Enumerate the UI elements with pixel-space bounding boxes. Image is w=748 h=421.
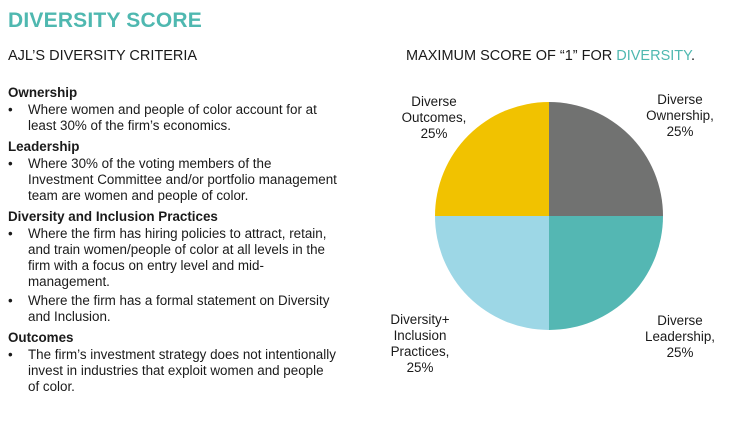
slice-label-line: Leadership, [645, 329, 715, 344]
slice-label: Diverse Ownership, 25% [646, 92, 714, 139]
criteria-heading: AJL’S DIVERSITY CRITERIA [8, 48, 198, 64]
slice-label-line: Diverse [657, 92, 702, 107]
chart-heading-suffix: . [690, 48, 695, 64]
bullet-text: The firm’s investment strategy does not … [28, 347, 336, 394]
criteria-outcomes: Outcomes • The firm’s investment strategy… [8, 330, 338, 395]
slice-label-line: Diverse [657, 313, 702, 328]
section-title: Ownership [8, 85, 78, 100]
slice-label-line: Outcomes, [402, 110, 467, 125]
bullet-text: Where women and people of color account … [28, 102, 317, 133]
slice-label: Diverse Outcomes, 25% [402, 94, 467, 141]
bullet-text: Where 30% of the voting members of the I… [28, 156, 337, 203]
pie-slice-diverse-leadership [549, 216, 663, 330]
slice-label-line: Diversity+ [390, 312, 449, 327]
slice-label-line: Practices, [391, 344, 450, 359]
bullet-mark: • [8, 293, 13, 308]
bullet-mark: • [8, 102, 13, 117]
slice-label: Diversity+ Inclusion Practices, 25% [390, 312, 449, 375]
pie-slice-diversity-inclusion-practices [435, 216, 549, 330]
bullet-mark: • [8, 347, 13, 362]
bullet-item: • The firm’s investment strategy does not… [8, 347, 338, 395]
section-title: Diversity and Inclusion Practices [8, 209, 218, 224]
bullet-item: • Where 30% of the voting members of the … [8, 156, 338, 204]
pie-slice-diverse-outcomes [435, 102, 549, 216]
bullet-item: • Where the firm has hiring policies to a… [8, 226, 338, 290]
criteria-leadership: Leadership • Where 30% of the voting memb… [8, 139, 338, 204]
bullet-item: • Where the firm has a formal statement o… [8, 293, 338, 325]
bullet-item: • Where women and people of color account… [8, 102, 338, 134]
bullet-text: Where the firm has hiring policies to at… [28, 226, 327, 289]
slice-label: Diverse Leadership, 25% [645, 313, 715, 360]
slice-label-line: 25% [667, 124, 694, 139]
slice-label-line: 25% [667, 345, 694, 360]
slice-label-line: 25% [421, 126, 448, 141]
slice-label-line: Ownership, [646, 108, 714, 123]
chart-heading-prefix: MAXIMUM SCORE OF “1” FOR [406, 48, 617, 64]
slice-label-line: Inclusion [394, 328, 447, 343]
pie-slice-diverse-ownership [549, 102, 663, 216]
bullet-mark: • [8, 226, 13, 241]
criteria-list: Ownership • Where women and people of col… [8, 85, 338, 400]
chart-heading-accent: DIVERSITY [616, 48, 691, 64]
bullet-mark: • [8, 156, 13, 171]
pie-chart: Diverse Ownership, 25%Diverse Leadership, 25… [390, 92, 715, 375]
page-title: DIVERSITY SCORE [8, 9, 202, 32]
slice-label-line: Diverse [411, 94, 456, 109]
criteria-ownership: Ownership • Where women and people of col… [8, 85, 338, 134]
slice-label-line: 25% [407, 360, 434, 375]
section-title: Leadership [8, 139, 80, 154]
criteria-practices: Diversity and Inclusion Practices • Where… [8, 209, 338, 325]
section-title: Outcomes [8, 330, 74, 345]
chart-heading: MAXIMUM SCORE OF “1” FOR DIVERSITY. [406, 48, 695, 64]
bullet-text: Where the firm has a formal statement on… [28, 293, 330, 324]
